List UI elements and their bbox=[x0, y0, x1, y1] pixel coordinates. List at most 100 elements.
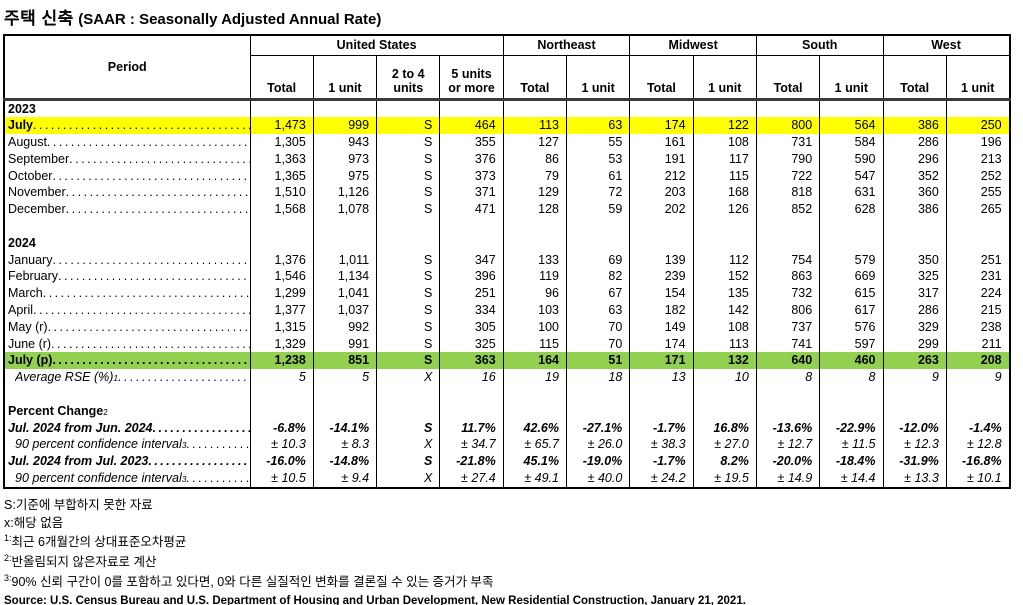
value-cell: 70 bbox=[565, 335, 631, 353]
value-cell: ± 12.8 bbox=[945, 436, 1011, 454]
value-cell: 584 bbox=[819, 134, 884, 151]
value-cell: 86 bbox=[502, 150, 568, 168]
value-cell: S bbox=[376, 419, 441, 437]
value-cell: 754 bbox=[755, 251, 821, 269]
value-cell: 55 bbox=[565, 134, 631, 151]
value-cell: 142 bbox=[692, 302, 757, 319]
value-cell bbox=[565, 386, 631, 403]
value-cell: 732 bbox=[755, 285, 821, 303]
value-cell: 11.7% bbox=[439, 419, 504, 437]
value-cell: 215 bbox=[945, 302, 1011, 319]
value-cell: 63 bbox=[565, 302, 631, 319]
value-cell bbox=[819, 99, 884, 118]
row-label: August bbox=[8, 135, 47, 150]
value-cell bbox=[882, 99, 947, 118]
value-cell: -14.8% bbox=[312, 453, 378, 471]
value-cell: 8.2% bbox=[692, 453, 757, 471]
value-cell: 115 bbox=[502, 335, 568, 353]
value-cell: S bbox=[376, 352, 441, 370]
col-us-1unit: 1 unit bbox=[312, 55, 378, 101]
value-cell bbox=[312, 386, 378, 403]
value-cell: 59 bbox=[565, 201, 631, 219]
value-cell: 973 bbox=[312, 150, 378, 168]
footnote-text: 기준에 부합하지 못한 자료 bbox=[15, 497, 153, 512]
value-cell: ± 65.7 bbox=[502, 436, 568, 454]
table-row: September 1,363973S3768653191117790590296… bbox=[3, 150, 1011, 168]
col-us-5units-or-more: 5 units or more bbox=[439, 55, 504, 101]
row-label-cell: July bbox=[3, 117, 251, 135]
value-cell: ± 12.3 bbox=[882, 436, 947, 454]
value-cell: ± 8.3 bbox=[312, 436, 378, 454]
value-cell: 9 bbox=[945, 369, 1011, 387]
table-row: November 1,5101,126S371129722031688186313… bbox=[3, 184, 1011, 202]
value-cell: ± 49.1 bbox=[502, 470, 568, 488]
value-cell: 18 bbox=[565, 369, 631, 387]
value-cell bbox=[312, 99, 378, 118]
value-cell: 16.8% bbox=[692, 419, 757, 437]
value-cell: 325 bbox=[439, 335, 504, 353]
footnote-line: x:해당 없음 bbox=[4, 514, 1023, 532]
value-cell: 113 bbox=[692, 335, 757, 353]
footnote-line: 3:90% 신뢰 구간이 0를 포함하고 있다면, 0와 다른 실질적인 변화를… bbox=[4, 572, 1023, 592]
value-cell: ± 38.3 bbox=[629, 436, 694, 454]
value-cell: S bbox=[376, 285, 441, 303]
value-cell bbox=[565, 402, 631, 420]
footnote-text: 90% 신뢰 구간이 0를 포함하고 있다면, 0와 다른 실질적인 변화를 결… bbox=[11, 574, 494, 589]
value-cell bbox=[755, 234, 821, 252]
value-cell: X bbox=[376, 470, 441, 488]
value-cell: -27.1% bbox=[565, 419, 631, 437]
value-cell: 103 bbox=[502, 302, 568, 319]
value-cell: 13 bbox=[629, 369, 694, 387]
value-cell: 1,078 bbox=[312, 201, 378, 219]
value-cell: -31.9% bbox=[882, 453, 947, 471]
value-cell: S bbox=[376, 167, 441, 185]
value-cell: 61 bbox=[565, 167, 631, 185]
value-cell bbox=[692, 402, 757, 420]
table-row: October 1,365975S373796121211572254735225… bbox=[3, 167, 1011, 185]
row-label: 2023 bbox=[8, 101, 36, 116]
value-cell bbox=[376, 218, 441, 235]
value-cell bbox=[565, 234, 631, 252]
source-line: Source: U.S. Census Bureau and U.S. Depa… bbox=[4, 594, 746, 605]
row-label: May (r) bbox=[8, 319, 48, 334]
value-cell: 347 bbox=[439, 251, 504, 269]
dotted-leader bbox=[47, 134, 249, 151]
value-cell: 991 bbox=[312, 335, 378, 353]
row-label-cell: 90 percent confidence interval 3 bbox=[3, 470, 251, 488]
value-cell: 115 bbox=[692, 167, 757, 185]
value-cell bbox=[882, 386, 947, 403]
dotted-leader bbox=[33, 302, 249, 319]
value-cell: 69 bbox=[565, 251, 631, 269]
value-cell: -16.0% bbox=[249, 453, 314, 471]
value-cell bbox=[755, 218, 821, 235]
value-cell: ± 24.2 bbox=[629, 470, 694, 488]
value-cell: ± 27.4 bbox=[439, 470, 504, 488]
value-cell bbox=[692, 218, 757, 235]
value-cell: 42.6% bbox=[502, 419, 568, 437]
value-cell: 590 bbox=[819, 150, 884, 168]
table-row: May (r) 1,315992S305100701491087375763292… bbox=[3, 318, 1011, 336]
value-cell: 174 bbox=[629, 335, 694, 353]
value-cell bbox=[629, 218, 694, 235]
value-cell: 1,134 bbox=[312, 268, 378, 286]
row-label-cell: November bbox=[3, 184, 251, 202]
housing-starts-table: Period United States Northeast Midwest S… bbox=[3, 34, 1011, 489]
col-us-2to4units: 2 to 4 units bbox=[376, 55, 441, 101]
value-cell: -16.8% bbox=[945, 453, 1011, 471]
value-cell: 1,510 bbox=[249, 184, 314, 202]
table-row: Percent Change 2 bbox=[3, 402, 1011, 420]
table-row: February 1,5461,134S396119822391528636693… bbox=[3, 268, 1011, 286]
value-cell bbox=[755, 402, 821, 420]
group-header-row: Period United States Northeast Midwest S… bbox=[3, 35, 1011, 101]
value-cell: 202 bbox=[629, 201, 694, 219]
value-cell: 1,473 bbox=[249, 117, 314, 135]
value-cell bbox=[502, 386, 568, 403]
dotted-leader bbox=[148, 453, 249, 470]
value-cell: 299 bbox=[882, 335, 947, 353]
value-cell: 129 bbox=[502, 184, 568, 202]
value-cell: 51 bbox=[565, 352, 631, 370]
value-cell: 1,377 bbox=[249, 302, 314, 319]
